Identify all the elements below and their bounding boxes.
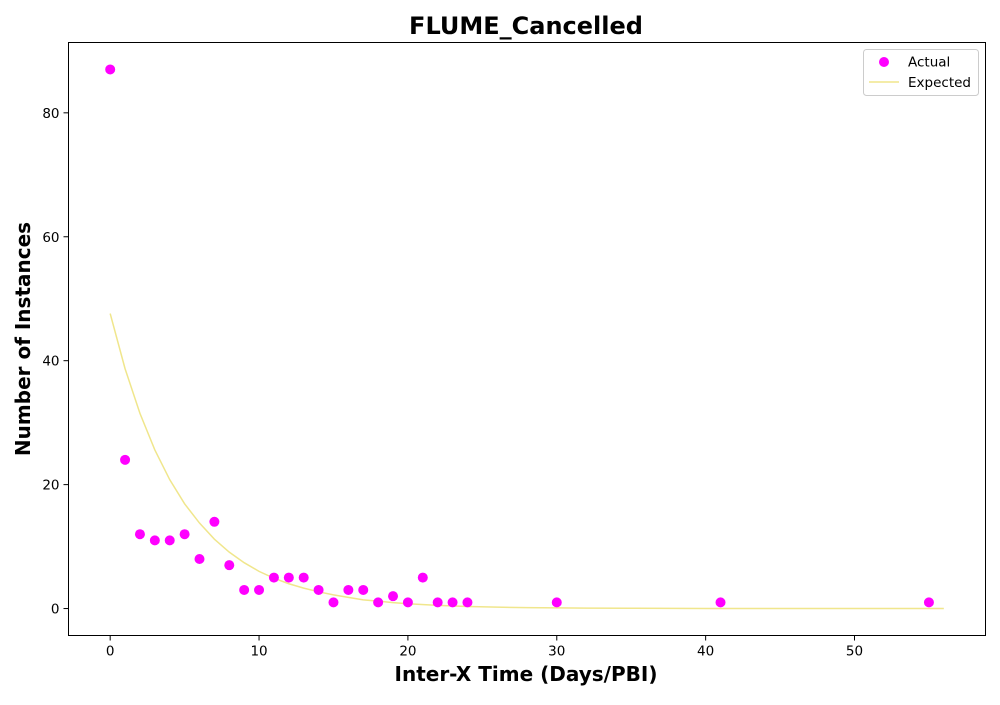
x-tick-label: 20 — [399, 644, 416, 660]
legend-actual-marker — [879, 57, 889, 67]
actual-point — [402, 597, 413, 608]
legend-box — [863, 49, 979, 96]
legend-expected-label: Expected — [908, 75, 971, 91]
y-tick-label: 40 — [42, 354, 59, 370]
x-axis-label: Inter-X Time (Days/PBI) — [395, 662, 658, 686]
x-tick-label: 40 — [697, 644, 714, 660]
y-axis-label: Number of Instances — [11, 222, 35, 456]
actual-point — [447, 597, 458, 608]
actual-point — [134, 529, 145, 540]
y-tick-label: 0 — [51, 602, 60, 618]
actual-point — [283, 572, 294, 583]
x-tick-label: 0 — [106, 644, 115, 660]
x-tick-label: 50 — [846, 644, 863, 660]
actual-point — [328, 597, 339, 608]
actual-point — [164, 535, 175, 546]
plot-frame — [68, 42, 986, 636]
y-tick-label: 80 — [42, 106, 59, 122]
actual-point — [224, 560, 235, 571]
actual-point — [343, 584, 354, 595]
x-tick-label: 30 — [548, 644, 565, 660]
axis-ticks: 0 10 20 30 40 50 0 20 40 60 80 — [42, 106, 863, 660]
actual-point — [358, 584, 369, 595]
expected-line-layer — [109, 313, 944, 610]
actual-point — [120, 454, 131, 465]
actual-point — [462, 597, 473, 608]
actual-point — [551, 597, 562, 608]
chart-title: FLUME_Cancelled — [409, 12, 643, 40]
actual-point — [388, 591, 399, 602]
actual-point — [149, 535, 160, 546]
actual-point — [373, 597, 384, 608]
actual-point — [715, 597, 726, 608]
actual-point — [194, 553, 205, 564]
actual-point — [239, 584, 250, 595]
actual-points-layer — [105, 64, 934, 608]
y-tick-label: 60 — [42, 230, 59, 246]
y-tick-label: 20 — [42, 478, 59, 494]
x-tick-label: 10 — [250, 644, 267, 660]
actual-point — [417, 572, 428, 583]
legend: Actual Expected — [863, 49, 979, 96]
actual-point — [432, 597, 443, 608]
actual-point — [209, 516, 220, 527]
actual-point — [268, 572, 279, 583]
expected-line — [109, 313, 944, 610]
actual-point — [313, 584, 324, 595]
actual-point — [179, 529, 190, 540]
actual-point — [254, 584, 265, 595]
actual-point — [105, 64, 116, 75]
legend-actual-label: Actual — [908, 55, 950, 71]
actual-point — [923, 597, 934, 608]
actual-point — [298, 572, 309, 583]
